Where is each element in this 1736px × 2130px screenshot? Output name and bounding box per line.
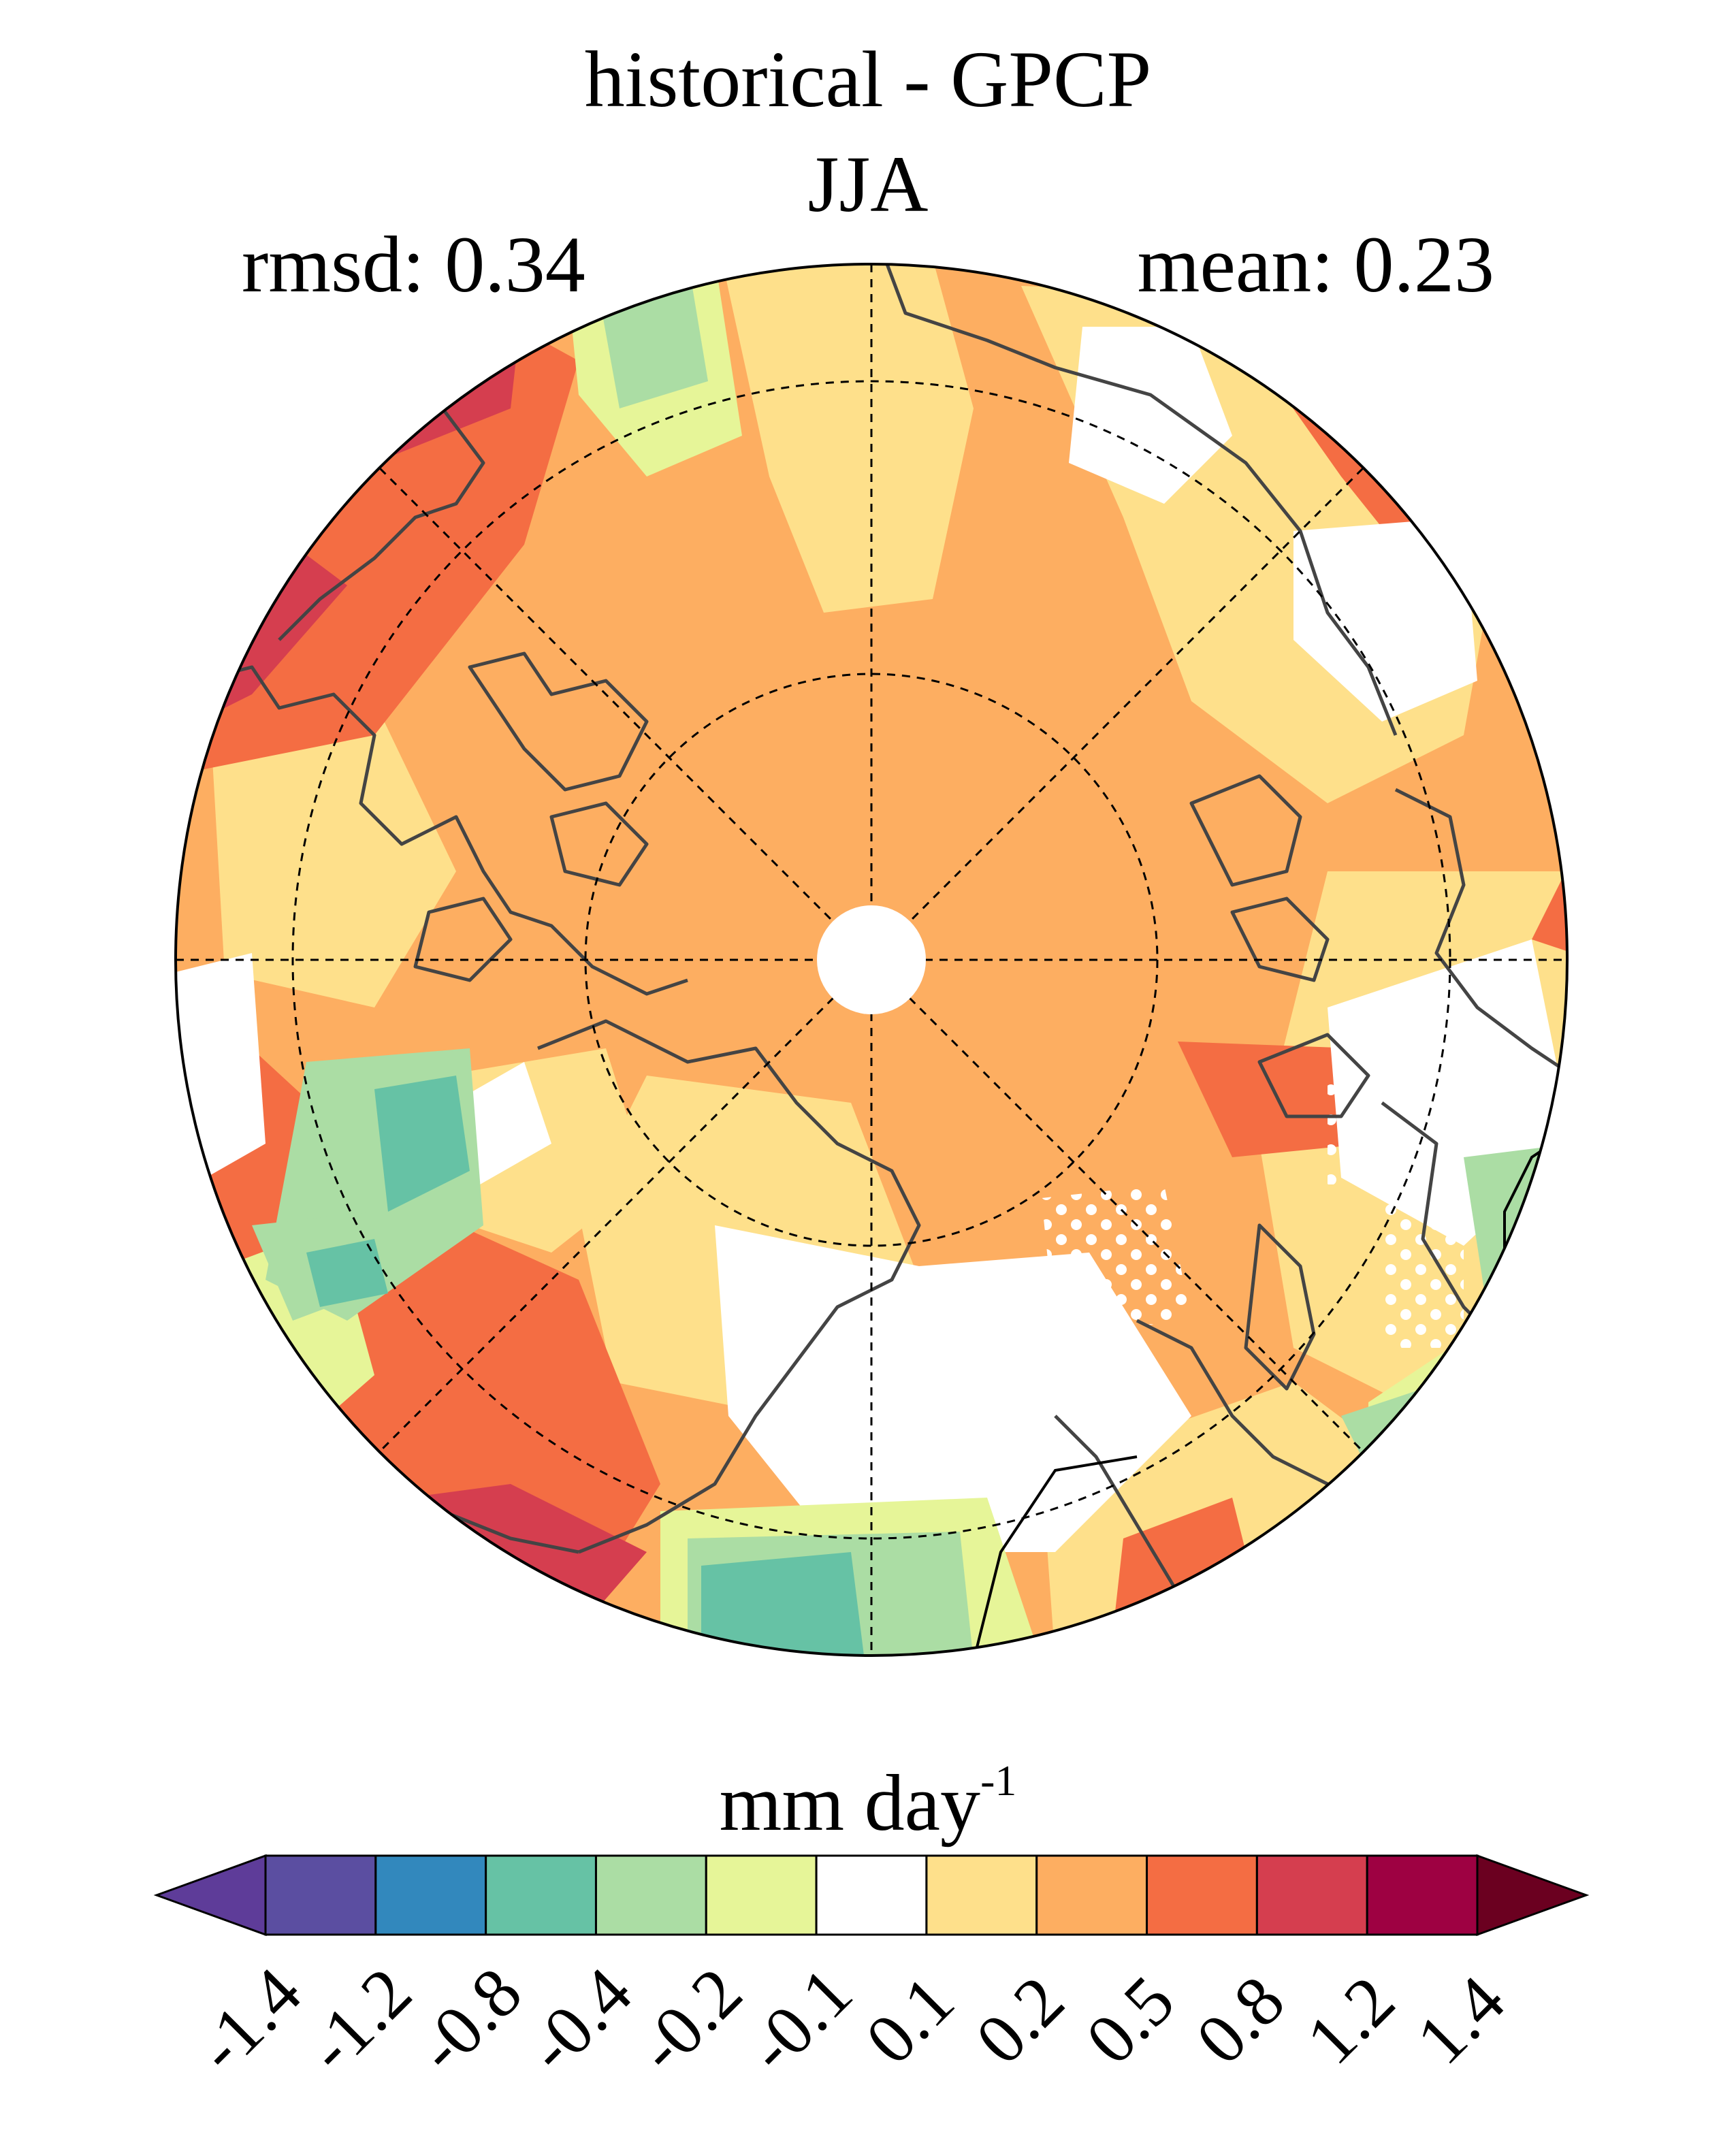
coast-island-6 [1257,1033,1370,1118]
colorbar-tick-label: 0.5 [1072,1961,1189,2079]
pole-hole [817,905,926,1014]
season-label: JJA [807,140,929,229]
colorbar-box [705,1854,818,1936]
colorbar-box [485,1854,597,1936]
colorbar-tick-label: -0.8 [402,1953,536,2088]
stipple-east [1382,1198,1464,1348]
map-border [174,263,1569,1657]
rmsd-label: rmsd: 0.34 [242,220,585,309]
colorbar-box [594,1854,707,1936]
field-neutral-north [1069,327,1232,504]
field-strong-mid [1178,1042,1368,1157]
polar-map [174,263,1569,1657]
units-exponent: -1 [980,1756,1017,1805]
colorbar-box [1146,1854,1258,1936]
colorbar-tick-label: 0.2 [961,1961,1079,2079]
colorbar-box [374,1854,487,1936]
colorbar-over-triangle [1476,1854,1590,1937]
colorbar-tick-label: -1.4 [182,1953,317,2088]
stipple-se [1042,1184,1191,1334]
colorbar-tick-label: -0.1 [733,1953,867,2088]
units-text: mm day [719,1758,981,1847]
colorbar-box [815,1854,928,1936]
colorbar-units: mm day-1 [0,1759,1736,1843]
field-light-west [211,701,456,1007]
colorbar-tick-label: -1.2 [292,1953,427,2088]
field-strong-neg-sw [306,1239,388,1307]
field-neutral-ne [1293,517,1477,722]
stipple-mid [1328,1076,1396,1184]
colorbar-box [264,1854,377,1936]
colorbar-box [925,1854,1038,1936]
colorbar-tick-label: 1.4 [1402,1961,1520,2079]
contour-s [972,1455,1138,1656]
coast-island-4 [1189,774,1302,887]
colorbar-under-triangle [153,1854,267,1937]
colorbar-tick-label: 0.1 [851,1961,969,2079]
colorbar-tick-label: 0.8 [1181,1961,1299,2079]
coast-siberia-north [883,264,1398,736]
field-light-north [722,264,974,613]
colorbar-box [1035,1854,1148,1936]
colorbar-tick-label: 1.2 [1291,1961,1409,2079]
field-strong-neg-s [701,1552,865,1656]
colorbar-box [1366,1854,1479,1936]
coast-novaya-zemlya [1244,1223,1316,1391]
chart-title: historical - GPCP [584,35,1152,124]
coast-island-1 [468,651,649,792]
coast-greenland [537,1019,921,1554]
field-strong-neg-greenland [374,1076,470,1212]
mean-label: mean: 0.23 [1137,220,1494,309]
colorbar-box [1255,1854,1368,1936]
coast-island-2 [549,801,649,887]
coast-siberia-east [1394,788,1567,1078]
colorbar-tick-label: -0.4 [512,1953,647,2088]
colorbar-tick-label: -0.2 [622,1953,757,2088]
